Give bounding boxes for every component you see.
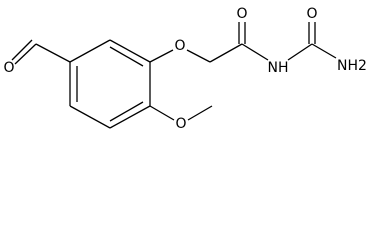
atom-label: O [175, 116, 186, 132]
atom-label: NH [268, 60, 289, 76]
atom-label: NH2 [337, 58, 367, 74]
bonds [11, 22, 337, 129]
atom-label: O [306, 6, 317, 22]
atom-label: O [174, 38, 185, 54]
structure-diagram: O O O NH O NH2 O [3, 6, 367, 132]
atom-label: O [3, 60, 14, 76]
atom-label: O [236, 6, 247, 22]
